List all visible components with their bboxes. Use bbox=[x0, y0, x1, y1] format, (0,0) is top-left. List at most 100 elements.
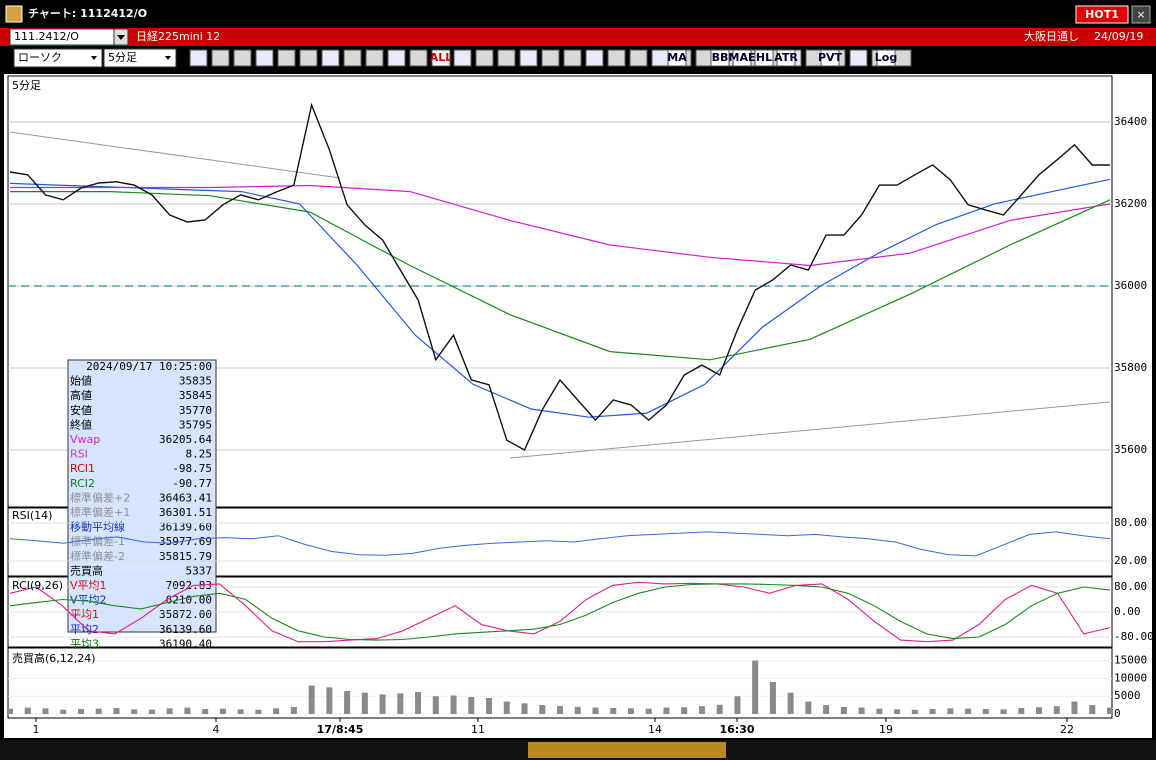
tool-icon[interactable] bbox=[233, 49, 252, 67]
volume-bar bbox=[7, 708, 13, 714]
hot-button-label[interactable]: HOT1 bbox=[1085, 8, 1119, 21]
tool-button-label[interactable]: HL bbox=[756, 51, 772, 64]
tool-button[interactable] bbox=[667, 49, 687, 67]
volume-bar bbox=[681, 707, 688, 714]
tool-icon[interactable] bbox=[607, 49, 626, 67]
tool-icon[interactable] bbox=[453, 49, 472, 67]
y-tick-label: 36000 bbox=[1114, 279, 1147, 292]
close-label[interactable]: × bbox=[1136, 8, 1145, 21]
y-tick-label: -80.00 bbox=[1114, 630, 1154, 643]
info-label: 始値 bbox=[70, 374, 92, 388]
tool-button[interactable] bbox=[754, 49, 774, 67]
chart-type-select[interactable] bbox=[13, 48, 103, 68]
tool-button[interactable] bbox=[776, 49, 796, 67]
volume-bar bbox=[965, 708, 972, 714]
info-label: V平均1 bbox=[70, 579, 107, 592]
tool-icon[interactable] bbox=[629, 49, 648, 67]
x-tick-label: 4 bbox=[213, 723, 220, 736]
volume-bar bbox=[610, 707, 617, 714]
tool-button-label[interactable]: MAE bbox=[729, 51, 756, 64]
tool-button[interactable] bbox=[876, 49, 896, 67]
info-value: 36463.41 bbox=[159, 491, 212, 504]
info-datetime: 2024/09/17 10:25:00 bbox=[86, 360, 212, 373]
chart-type-text[interactable]: ローソク bbox=[18, 51, 62, 64]
volume-bar bbox=[592, 707, 599, 714]
tool-icon[interactable] bbox=[387, 49, 406, 67]
volume-bar bbox=[219, 708, 226, 714]
volume-bar bbox=[823, 705, 830, 714]
tool-button-label[interactable]: BB bbox=[712, 51, 729, 64]
tool-button-label[interactable]: PVT bbox=[818, 51, 843, 64]
tool-icon[interactable] bbox=[695, 49, 714, 67]
volume-bar bbox=[308, 685, 315, 714]
tool-button[interactable] bbox=[431, 49, 451, 67]
series-line bbox=[9, 531, 1111, 557]
y-tick-label: 15000 bbox=[1114, 654, 1147, 667]
tool-icon[interactable] bbox=[365, 49, 384, 67]
info-value: 35835 bbox=[179, 375, 212, 388]
tool-icon[interactable] bbox=[409, 49, 428, 67]
volume-bar bbox=[521, 703, 528, 714]
tool-icon[interactable] bbox=[299, 49, 318, 67]
volume-bar bbox=[1000, 709, 1007, 714]
tool-icon[interactable] bbox=[255, 49, 274, 67]
tool-button[interactable] bbox=[710, 49, 730, 67]
scroll-thumb[interactable] bbox=[528, 742, 726, 758]
x-tick-label: 14 bbox=[648, 723, 662, 736]
tool-icon[interactable] bbox=[189, 49, 208, 67]
tool-icon[interactable] bbox=[541, 49, 560, 67]
tool-icon[interactable] bbox=[519, 49, 538, 67]
tool-icon[interactable] bbox=[849, 49, 868, 67]
dropdown-arrow bbox=[117, 35, 125, 40]
volume-bar bbox=[752, 660, 759, 714]
tool-button-label[interactable]: Log bbox=[875, 51, 897, 64]
tool-icon[interactable] bbox=[475, 49, 494, 67]
volume-bar bbox=[947, 708, 954, 714]
volume-bar bbox=[184, 707, 191, 714]
tool-icon[interactable] bbox=[497, 49, 516, 67]
volume-bar bbox=[255, 709, 262, 714]
interval-text[interactable]: 5分足 bbox=[108, 51, 137, 64]
info-label: RSI bbox=[70, 448, 88, 461]
volume-bar bbox=[769, 682, 776, 714]
tool-button-label[interactable]: ATR bbox=[774, 51, 798, 64]
volume-bar bbox=[397, 693, 404, 714]
tool-button[interactable] bbox=[820, 49, 840, 67]
tool-icon[interactable] bbox=[343, 49, 362, 67]
tool-button-label[interactable]: MA bbox=[667, 51, 687, 64]
info-label: 終値 bbox=[70, 417, 92, 431]
y-tick-label: 36400 bbox=[1114, 115, 1147, 128]
volume-bar bbox=[698, 706, 705, 714]
info-value: 35977.69 bbox=[159, 535, 212, 548]
tool-button-label[interactable]: ALL bbox=[430, 51, 453, 64]
hot-button[interactable] bbox=[1075, 5, 1129, 24]
interval-select[interactable] bbox=[103, 48, 177, 68]
info-label: V平均2 bbox=[70, 594, 107, 607]
code-text[interactable]: 111.2412/O bbox=[14, 30, 79, 43]
info-value: 36139.60 bbox=[159, 623, 212, 636]
info-value: 35815.79 bbox=[159, 550, 212, 563]
close-button[interactable] bbox=[1131, 5, 1151, 24]
x-tick-label: 19 bbox=[879, 723, 893, 736]
trend-line bbox=[9, 131, 341, 179]
y-tick-label: 35800 bbox=[1114, 361, 1147, 374]
tool-button[interactable] bbox=[732, 49, 752, 67]
info-value: 7092.83 bbox=[166, 579, 212, 592]
volume-bar bbox=[113, 707, 120, 714]
tool-icon[interactable] bbox=[585, 49, 604, 67]
tool-icon[interactable] bbox=[277, 49, 296, 67]
info-label: 平均2 bbox=[70, 623, 99, 636]
instrument-name: 日経225mini 12 bbox=[136, 30, 220, 43]
info-label: Vwap bbox=[70, 433, 100, 446]
tool-icon[interactable] bbox=[563, 49, 582, 67]
x-tick-label: 16:30 bbox=[719, 723, 754, 736]
volume-bar bbox=[716, 704, 723, 714]
series-line bbox=[10, 191, 1111, 361]
volume-bar bbox=[858, 707, 865, 714]
tool-icon[interactable] bbox=[321, 49, 340, 67]
info-label: 安値 bbox=[70, 403, 92, 417]
volume-bar bbox=[237, 709, 244, 714]
tool-icon[interactable] bbox=[211, 49, 230, 67]
volume-bar bbox=[645, 708, 652, 714]
panel-label: RCI(9,26) bbox=[12, 579, 63, 592]
